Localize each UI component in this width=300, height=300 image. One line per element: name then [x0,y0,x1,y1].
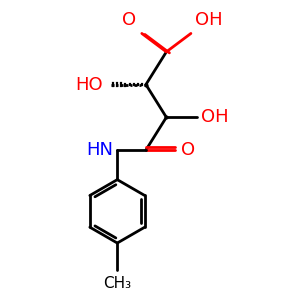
Text: CH₃: CH₃ [103,276,131,291]
Text: HO: HO [75,76,103,94]
Text: O: O [181,141,195,159]
Text: HN: HN [86,141,113,159]
Text: OH: OH [195,11,223,29]
Text: O: O [122,11,136,29]
Text: OH: OH [201,108,229,126]
